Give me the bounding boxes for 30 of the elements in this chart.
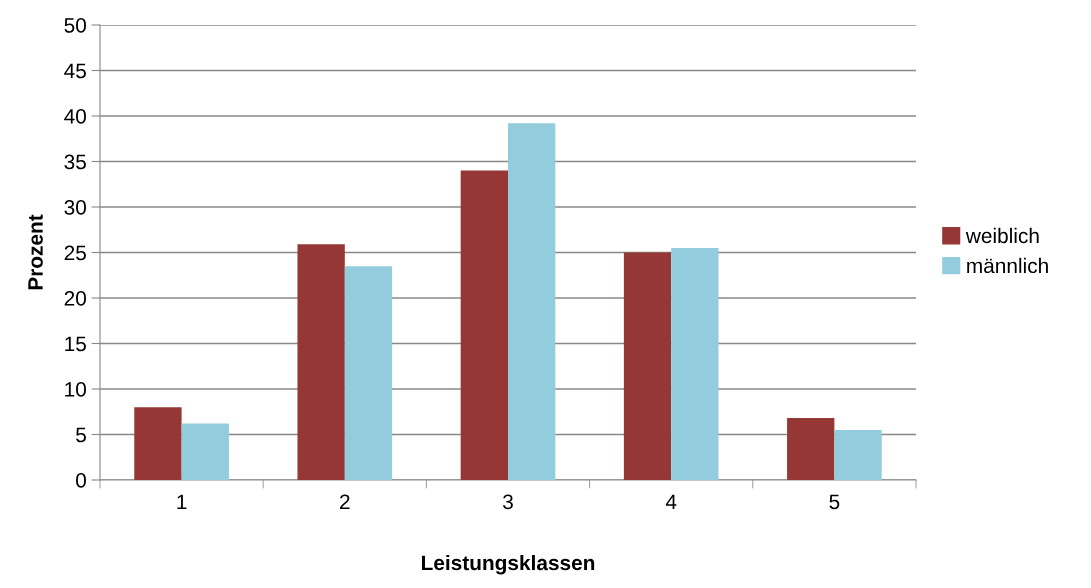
bar — [508, 123, 556, 480]
x-axis-title: Leistungsklassen — [421, 554, 595, 575]
bar — [460, 170, 508, 480]
y-tick-label: 15 — [65, 336, 86, 352]
bar — [671, 247, 719, 480]
x-tick-label: 3 — [503, 494, 513, 510]
bar — [181, 423, 229, 480]
y-tick-label: 20 — [64, 291, 86, 306]
y-tick-label: 10 — [65, 382, 86, 397]
bar — [297, 244, 345, 480]
bar — [623, 252, 672, 480]
y-tick-label: 30 — [64, 200, 86, 215]
x-tick-label: 1 — [177, 494, 187, 509]
x-tick-label: 4 — [665, 494, 677, 509]
y-tick-label: 40 — [64, 109, 86, 124]
y-tick-label: 45 — [64, 63, 86, 79]
bar — [787, 418, 835, 480]
y-tick-label: 25 — [64, 245, 86, 261]
y-tick-label: 35 — [64, 154, 86, 170]
x-tick-label: 5 — [829, 494, 840, 510]
y-tick-label: 0 — [76, 473, 86, 488]
y-tick-label: 5 — [76, 427, 86, 443]
y-tick-label: 50 — [64, 18, 86, 33]
y-axis-title: Prozent — [28, 214, 43, 290]
legend-label: weiblich — [965, 227, 1039, 244]
legend-label: männlich — [967, 257, 1048, 274]
bar — [834, 429, 882, 480]
x-tick-label: 2 — [340, 494, 350, 509]
bar — [344, 266, 393, 480]
bar — [134, 407, 182, 480]
